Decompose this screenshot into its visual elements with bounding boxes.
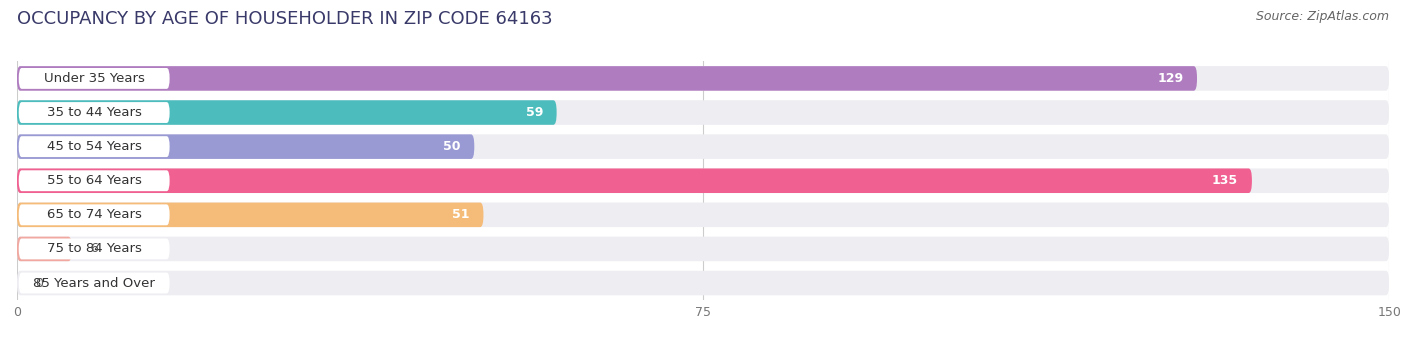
FancyBboxPatch shape [18,272,170,294]
Text: 59: 59 [526,106,543,119]
FancyBboxPatch shape [17,66,1389,91]
FancyBboxPatch shape [18,136,170,157]
FancyBboxPatch shape [17,134,474,159]
FancyBboxPatch shape [17,203,484,227]
FancyBboxPatch shape [17,237,1389,261]
FancyBboxPatch shape [17,168,1389,193]
Text: 85 Years and Over: 85 Years and Over [34,277,155,290]
Text: 75 to 84 Years: 75 to 84 Years [46,242,142,255]
FancyBboxPatch shape [17,168,1251,193]
Text: 55 to 64 Years: 55 to 64 Years [46,174,142,187]
FancyBboxPatch shape [17,203,1389,227]
FancyBboxPatch shape [18,238,170,260]
FancyBboxPatch shape [18,68,170,89]
FancyBboxPatch shape [17,271,1389,295]
Text: Under 35 Years: Under 35 Years [44,72,145,85]
FancyBboxPatch shape [18,170,170,191]
Text: 45 to 54 Years: 45 to 54 Years [46,140,142,153]
Text: OCCUPANCY BY AGE OF HOUSEHOLDER IN ZIP CODE 64163: OCCUPANCY BY AGE OF HOUSEHOLDER IN ZIP C… [17,10,553,28]
FancyBboxPatch shape [17,237,72,261]
Text: 65 to 74 Years: 65 to 74 Years [46,208,142,221]
FancyBboxPatch shape [17,66,1197,91]
Text: 0: 0 [35,277,44,290]
Text: 135: 135 [1212,174,1239,187]
Text: 50: 50 [443,140,461,153]
Text: Source: ZipAtlas.com: Source: ZipAtlas.com [1256,10,1389,23]
Text: 51: 51 [453,208,470,221]
FancyBboxPatch shape [17,134,1389,159]
Text: 6: 6 [90,242,98,255]
FancyBboxPatch shape [17,100,1389,125]
Text: 35 to 44 Years: 35 to 44 Years [46,106,142,119]
FancyBboxPatch shape [18,102,170,123]
FancyBboxPatch shape [18,204,170,225]
Text: 129: 129 [1157,72,1184,85]
FancyBboxPatch shape [17,100,557,125]
